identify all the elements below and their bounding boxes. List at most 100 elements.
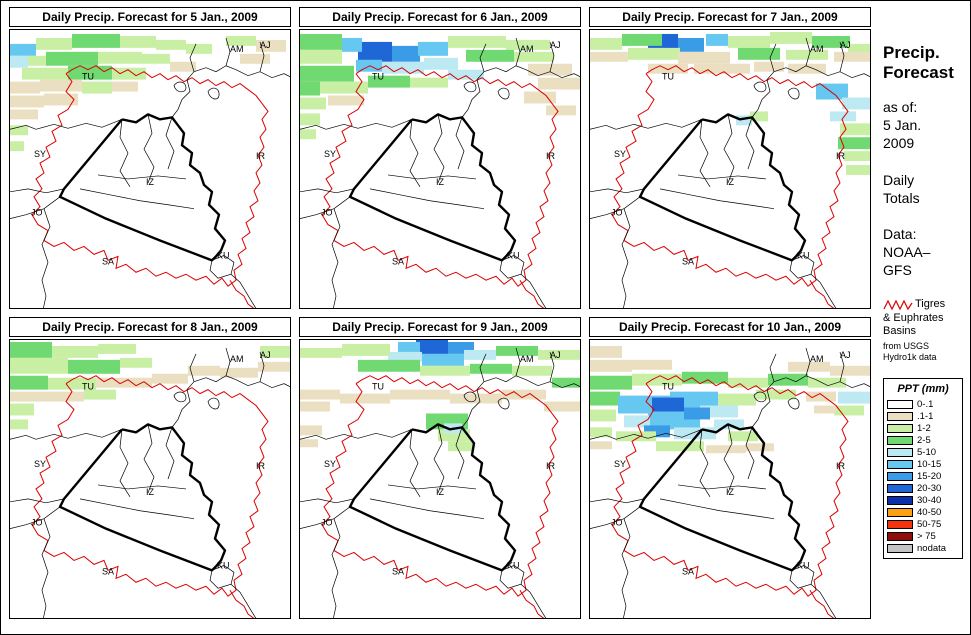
country-border (769, 353, 777, 382)
country-border (590, 429, 703, 440)
country-border (787, 87, 800, 100)
precip-cell (728, 431, 758, 442)
legend-swatch (887, 436, 913, 446)
precip-cell (808, 377, 846, 388)
legend-entry: > 75 (887, 531, 959, 543)
country-border (193, 375, 237, 383)
precip-cell (300, 347, 342, 358)
precip-cell (120, 357, 152, 368)
precip-cell (834, 51, 870, 62)
legend-label: > 75 (917, 530, 936, 542)
country-border (483, 65, 527, 73)
country-label: JO (611, 518, 623, 528)
country-label: SA (682, 566, 694, 576)
country-label: AJ (260, 40, 270, 50)
country-border (300, 196, 351, 219)
map-canvas: AM AJ TU SY IR IZ JO SA KU (9, 29, 291, 309)
legend-label: 30-40 (917, 494, 942, 506)
precip-cell (728, 35, 770, 48)
country-border (787, 397, 800, 410)
sidebar-title: Precip. Forecast (883, 43, 954, 82)
precip-cell (300, 113, 320, 126)
precip-cell (142, 53, 170, 64)
precip-cell (28, 55, 48, 66)
country-border (409, 119, 421, 188)
basin-outline (321, 65, 559, 287)
precip-cell (590, 359, 632, 372)
basin-name: Tigres (915, 297, 946, 310)
precip-cell (10, 341, 52, 358)
iraq-border (58, 113, 227, 262)
country-border (97, 484, 187, 490)
country-border (773, 375, 817, 383)
legend-entry: 50-75 (887, 519, 959, 531)
precip-cell (694, 63, 750, 74)
precip-cell (448, 441, 474, 452)
country-label: TU (82, 382, 94, 392)
iraq-border (348, 423, 517, 572)
precip-cell (632, 373, 682, 386)
panel-title: Daily Precip. Forecast for 7 Jan., 2009 (589, 7, 871, 27)
precip-cell (358, 41, 392, 62)
precip-cell (788, 361, 830, 372)
precip-cell (524, 91, 556, 104)
country-border (10, 188, 65, 194)
precip-cell (746, 443, 774, 452)
country-border (207, 87, 220, 100)
country-label: IR (546, 151, 556, 161)
precip-cell (714, 393, 756, 406)
precip-cell (830, 111, 856, 122)
country-border (751, 71, 775, 118)
country-border (753, 391, 767, 403)
legend-entry: 5-10 (887, 447, 959, 459)
precip-cell (10, 375, 48, 390)
legend-swatch (887, 400, 913, 410)
precip-cell (834, 405, 864, 416)
country-border (143, 114, 155, 184)
precip-cell (846, 165, 870, 175)
precip-cell (156, 39, 186, 50)
precip-cell (768, 373, 808, 386)
country-border (259, 351, 265, 382)
legend-swatch (887, 520, 913, 530)
legend-entry: nodata (887, 543, 959, 555)
precip-cell (544, 401, 580, 412)
precip-cell (502, 389, 546, 400)
country-label: IZ (436, 487, 445, 497)
legend-label: 5-10 (917, 446, 937, 458)
country-label: SA (392, 256, 404, 266)
forecast-panel: Daily Precip. Forecast for 8 Jan., 2009 A… (9, 317, 291, 619)
precip-cell (44, 93, 78, 106)
country-border (590, 498, 645, 504)
country-border (805, 37, 811, 66)
basin-outline (519, 279, 545, 308)
precip-cell (10, 141, 24, 152)
basin-rest: & Euphrates Basins (883, 311, 944, 338)
precip-cell (470, 363, 512, 374)
country-border (143, 424, 155, 494)
precip-cell (678, 51, 730, 64)
country-border (699, 429, 711, 498)
country-border (479, 43, 487, 72)
country-border (171, 381, 195, 428)
precip-cell (538, 77, 580, 90)
precip-cell (848, 43, 870, 54)
country-border (699, 119, 711, 188)
precip-cell (590, 51, 628, 62)
precip-cell (844, 151, 870, 162)
precip-cell (300, 439, 318, 448)
precip-cell (590, 391, 620, 406)
precip-cell (806, 391, 836, 402)
map-svg: AM AJ TU SY IR IZ JO SA KU (300, 33, 580, 308)
country-border (369, 498, 485, 520)
country-border (549, 351, 555, 382)
country-border (10, 429, 123, 440)
precip-cell (842, 97, 870, 110)
precip-cell (616, 431, 656, 442)
country-border (805, 347, 811, 376)
country-label: IR (836, 461, 846, 471)
map-svg: AM AJ TU SY IR IZ JO SA KU (300, 340, 580, 618)
precip-cell (706, 33, 728, 46)
country-label: IR (256, 461, 266, 471)
